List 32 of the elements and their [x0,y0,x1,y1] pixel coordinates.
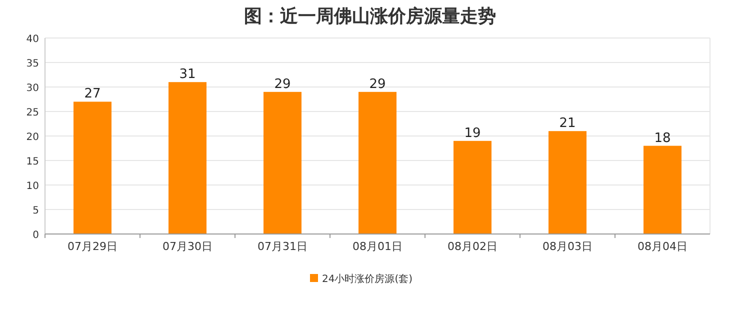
data-label: 29 [369,76,386,92]
y-tick-label: 25 [26,108,39,118]
legend-label: 24小时涨价房源(套) [322,273,413,285]
x-tick-label: 08月01日 [352,240,402,253]
bar [644,146,682,234]
data-label: 27 [84,86,101,102]
data-label: 29 [274,76,291,92]
chart-title: 图：近一周佛山涨价房源量走势 [244,6,496,27]
y-tick-label: 30 [26,83,39,94]
x-tick-label: 07月29日 [68,240,118,253]
bar [264,92,302,234]
bar [454,140,492,234]
x-tick-label: 08月03日 [542,240,592,253]
y-tick-label: 40 [26,34,39,45]
data-label: 21 [559,116,576,132]
data-label: 31 [179,67,196,82]
x-tick-label: 07月31日 [258,240,308,253]
bar [548,131,586,234]
bar [74,102,112,234]
x-tick-label: 07月30日 [162,240,212,253]
bar [168,82,206,234]
x-tick-label: 08月04日 [638,240,688,253]
y-tick-label: 20 [26,132,39,143]
y-tick-label: 15 [26,156,39,168]
y-tick-label: 10 [26,181,39,192]
y-tick-label: 5 [32,206,39,216]
bar [358,92,396,234]
data-label: 19 [464,126,481,141]
x-tick-label: 08月02日 [448,240,498,253]
data-label: 18 [654,130,671,146]
y-tick-label: 0 [32,230,39,241]
y-tick-label: 35 [26,58,39,70]
